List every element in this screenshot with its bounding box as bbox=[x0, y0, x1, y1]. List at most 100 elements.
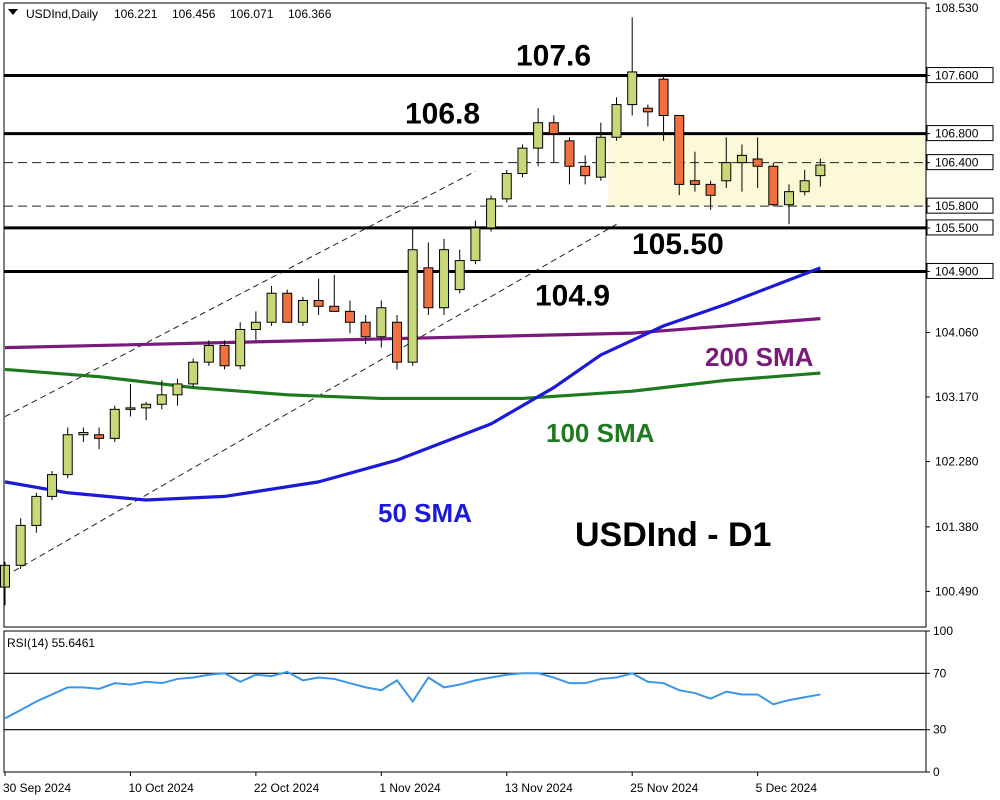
rsi-panel-frame bbox=[3, 630, 927, 773]
candle-body bbox=[752, 158, 763, 167]
sma-label-100-sma: 100 SMA bbox=[546, 418, 655, 448]
candle-body bbox=[580, 165, 591, 177]
rsi-title: RSI(14) 55.6461 bbox=[7, 636, 95, 650]
candle-body bbox=[799, 180, 810, 193]
candle-body bbox=[329, 305, 340, 312]
candle-body bbox=[31, 495, 42, 526]
candle-body bbox=[721, 162, 732, 182]
candle-body bbox=[595, 136, 606, 178]
candle-body bbox=[768, 165, 779, 206]
candle-body bbox=[611, 104, 622, 138]
candle-body bbox=[62, 434, 73, 476]
candle-body bbox=[454, 260, 465, 291]
low-value: 106.071 bbox=[230, 7, 274, 21]
candle-body bbox=[564, 140, 575, 167]
candle-body bbox=[674, 114, 685, 185]
price-tick-label: 106.800 bbox=[935, 127, 979, 141]
channel-line-0 bbox=[4, 170, 476, 418]
dropdown-triangle-icon bbox=[8, 9, 18, 15]
price-tick-label: 106.400 bbox=[935, 156, 979, 170]
candle-body bbox=[313, 299, 324, 307]
channel-lines-layer bbox=[4, 170, 617, 577]
time-tick-label: 22 Oct 2024 bbox=[254, 781, 320, 795]
price-tick-label: 105.500 bbox=[935, 221, 979, 235]
candle-body bbox=[94, 434, 105, 439]
candle-body bbox=[78, 432, 89, 436]
annotations-layer: 107.6 106.8 105.50 104.9 200 SMA 100 SMA 50 SM… bbox=[378, 40, 814, 528]
level-label-104.9: 104.9 bbox=[535, 279, 610, 312]
consolidation-zone bbox=[608, 133, 926, 207]
candle-body bbox=[658, 78, 669, 116]
candle-body bbox=[250, 321, 261, 331]
rsi-tick-label: 100 bbox=[933, 624, 953, 638]
price-tick-label: 104.900 bbox=[935, 264, 979, 278]
candles-layer bbox=[0, 17, 826, 606]
candle-body bbox=[627, 71, 638, 106]
candle-body bbox=[282, 292, 293, 323]
candle-body bbox=[47, 474, 58, 497]
price-tick-label: 105.800 bbox=[935, 199, 979, 213]
price-tick-label: 103.170 bbox=[935, 390, 979, 404]
rsi-line bbox=[4, 670, 821, 720]
candle-body bbox=[548, 122, 559, 135]
candle-body bbox=[501, 173, 512, 200]
channel-line-1 bbox=[4, 223, 617, 577]
candle-body bbox=[470, 227, 481, 262]
price-tick-label: 108.530 bbox=[935, 1, 979, 15]
high-value: 106.456 bbox=[172, 7, 216, 21]
candle-body bbox=[125, 407, 136, 410]
candle-body bbox=[219, 344, 230, 367]
candle-body bbox=[705, 183, 716, 196]
candle-body bbox=[815, 164, 826, 177]
candle-body bbox=[360, 321, 371, 338]
candle-body bbox=[172, 383, 183, 396]
candle-body bbox=[235, 329, 246, 367]
candle-body bbox=[486, 198, 497, 229]
open-value: 106.221 bbox=[114, 7, 158, 21]
candle-body bbox=[392, 321, 402, 363]
candle-body bbox=[188, 361, 199, 385]
rsi-tick-label: 0 bbox=[933, 765, 940, 779]
time-tick-label: 10 Oct 2024 bbox=[128, 781, 194, 795]
candle-body bbox=[533, 122, 544, 149]
candle-body bbox=[642, 107, 653, 113]
rsi-tick-label: 30 bbox=[933, 723, 947, 737]
axes-layer: 108.530 107.600 106.800 106.400 105.800 105.5… bbox=[3, 1, 994, 795]
candle-body bbox=[266, 292, 277, 323]
chart-watermark: USDInd - D1 bbox=[575, 516, 771, 554]
rsi-panel: 100 70 30 0 bbox=[4, 624, 953, 779]
candle-body bbox=[407, 249, 418, 363]
sma-line-100-sma bbox=[4, 367, 821, 401]
candle-body bbox=[344, 310, 355, 323]
price-tick-label: 107.600 bbox=[935, 69, 979, 83]
price-tick-label: 104.060 bbox=[935, 325, 979, 339]
time-tick-label: 5 Dec 2024 bbox=[756, 781, 818, 795]
symbol-label: USDInd,Daily bbox=[26, 7, 98, 21]
rsi-tick-label: 70 bbox=[933, 666, 947, 680]
candle-body bbox=[203, 344, 214, 363]
level-label-107.6: 107.6 bbox=[516, 40, 591, 73]
level-lines-layer bbox=[4, 74, 926, 273]
candle-body bbox=[517, 147, 528, 175]
sma-line-50-sma bbox=[4, 266, 821, 502]
time-tick-label: 13 Nov 2024 bbox=[505, 781, 573, 795]
time-tick-label: 30 Sep 2024 bbox=[3, 781, 71, 795]
candle-body bbox=[156, 394, 167, 405]
candle-body bbox=[689, 180, 700, 185]
price-tick-label: 102.280 bbox=[935, 455, 979, 469]
candle-body bbox=[141, 403, 152, 409]
price-tick-label: 100.490 bbox=[935, 584, 979, 598]
price-tick-label: 101.380 bbox=[935, 520, 979, 534]
sma-label-200-sma: 200 SMA bbox=[705, 342, 814, 372]
candle-body bbox=[0, 564, 10, 588]
candle-body bbox=[109, 408, 120, 439]
candle-body bbox=[376, 307, 387, 338]
close-value: 106.366 bbox=[288, 7, 332, 21]
time-tick-label: 25 Nov 2024 bbox=[630, 781, 698, 795]
time-tick-label: 1 Nov 2024 bbox=[379, 781, 441, 795]
candle-body bbox=[736, 154, 747, 164]
moving-averages-layer bbox=[4, 266, 821, 502]
main-panel-frame bbox=[3, 2, 927, 628]
candle-body bbox=[439, 249, 450, 309]
